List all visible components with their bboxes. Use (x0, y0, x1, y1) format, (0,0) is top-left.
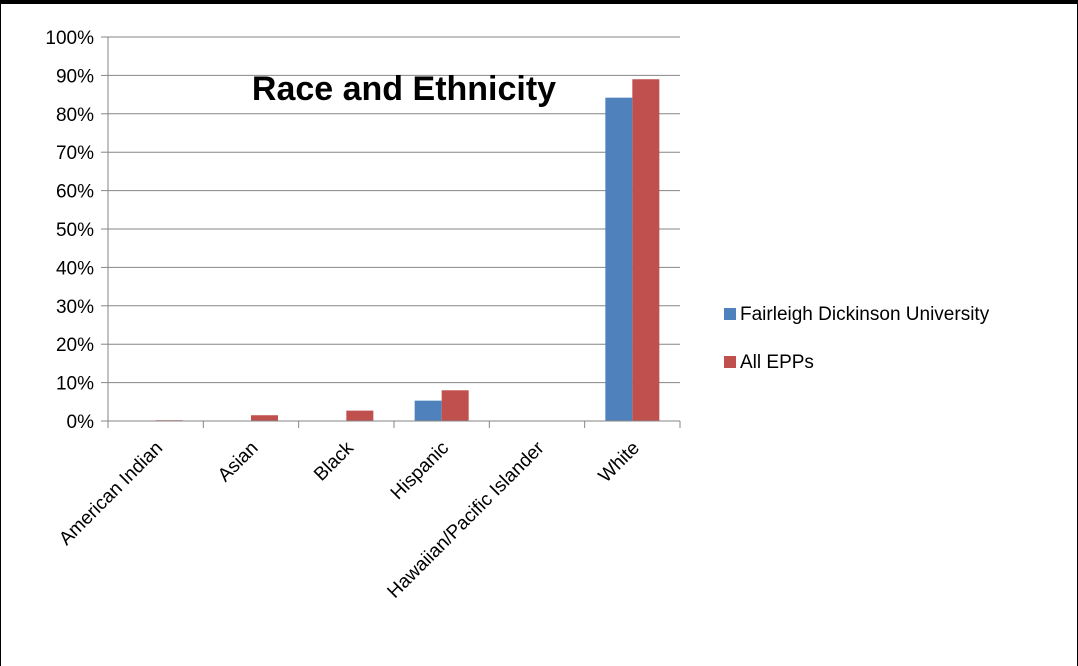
y-tick-label: 50% (56, 220, 94, 241)
y-tick-label: 30% (56, 297, 94, 318)
bars (155, 79, 660, 422)
y-tick-label: 80% (56, 105, 94, 126)
y-tick-label: 100% (45, 28, 94, 49)
x-tick-label: Hispanic (387, 438, 453, 504)
y-tick-label: 60% (56, 182, 94, 203)
y-tick-labels: 0% 10% 20% 30% 40% 50% 60% 70% 80% 90% 100% (45, 28, 94, 433)
x-tick-label: Hawaiian/Pacific Islander (384, 437, 549, 602)
legend: Fairleigh Dickinson University All EPPs (724, 304, 990, 373)
bar-fdu (414, 400, 442, 421)
legend-swatch (724, 356, 736, 368)
legend-swatch (724, 308, 736, 320)
y-tick-label: 90% (56, 66, 94, 87)
bar-fdu (605, 97, 633, 421)
x-tick-labels: American Indian Asian Black HispanicHawaiia… (55, 437, 644, 602)
y-tick-label: 70% (56, 143, 94, 164)
x-tick-label: Black (310, 437, 358, 485)
y-tick-label: 10% (56, 374, 94, 395)
frame-left-border (0, 0, 1, 666)
y-tick-label: 40% (56, 258, 94, 279)
frame-top-border (0, 0, 1078, 4)
bar-all-epps (632, 79, 660, 422)
x-tick-label: Asian (214, 438, 262, 486)
bar-all-epps (441, 390, 469, 421)
y-tick-label: 0% (67, 412, 95, 433)
chart-title: Race and Ethnicity (252, 70, 556, 108)
legend-label: Fairleigh Dickinson University (740, 304, 990, 325)
bar-all-epps (346, 410, 374, 421)
axes (101, 36, 681, 428)
y-tick-label: 20% (56, 335, 94, 356)
x-tick-label: White (595, 438, 644, 487)
legend-label: All EPPs (740, 352, 814, 373)
x-tick-label: American Indian (55, 438, 167, 550)
bar-all-epps (251, 415, 278, 421)
gridlines (108, 36, 680, 384)
